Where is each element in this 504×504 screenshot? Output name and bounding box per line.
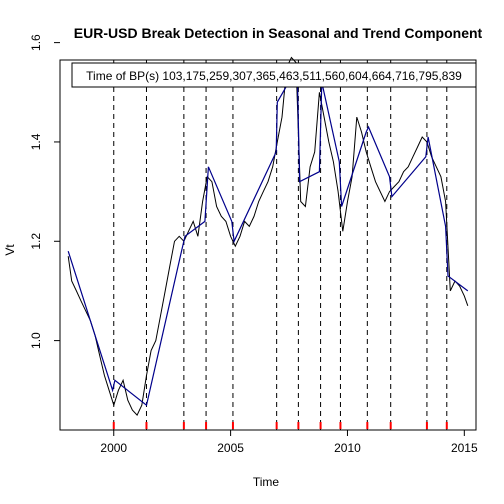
x-tick-label-1: 2005: [217, 441, 244, 455]
y-axis-label: Vt: [3, 244, 17, 256]
x-axis-label: Time: [253, 475, 280, 489]
legend-text: Time of BP(s) 103,175,259,307,365,463,51…: [86, 69, 462, 83]
y-axis: 1.0 1.2 1.4 1.6: [29, 34, 60, 349]
plot-frame: [59, 59, 477, 431]
x-tick-label-3: 2015: [451, 441, 478, 455]
y-tick-label-2: 1.4: [29, 133, 43, 150]
series-layer: [67, 56, 469, 416]
x-tick-label-2: 2010: [334, 441, 361, 455]
x-axis: 2000 2005 2010 2015: [100, 430, 478, 455]
y-tick-label-3: 1.6: [29, 34, 43, 51]
break-lines: [113, 60, 448, 430]
legend: Time of BP(s) 103,175,259,307,365,463,51…: [71, 62, 477, 88]
legend-box: [71, 62, 477, 88]
x-tick-label-0: 2000: [100, 441, 127, 455]
chart-title: EUR-USD Break Detection in Seasonal and …: [74, 25, 483, 41]
y-tick-label-0: 1.0: [29, 332, 43, 349]
break-markers: [112, 422, 448, 429]
series-line-0: [67, 56, 469, 416]
series-line-1: [67, 65, 469, 407]
y-tick-label-1: 1.2: [29, 233, 43, 250]
